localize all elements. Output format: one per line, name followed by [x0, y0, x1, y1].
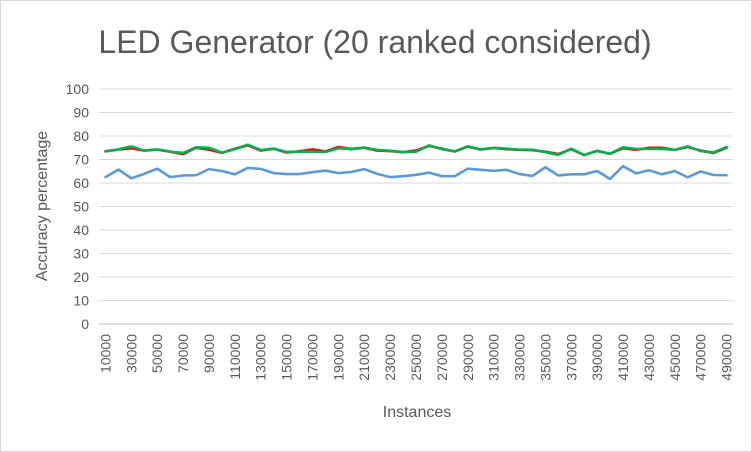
x-tick-label: 90000: [201, 334, 217, 373]
series-lines: [104, 143, 728, 181]
x-tick-label: 230000: [382, 334, 398, 381]
series-line-3: [104, 164, 728, 181]
y-tick-label: 60: [73, 175, 89, 191]
y-tick-label: 80: [73, 128, 89, 144]
x-tick-label: 30000: [123, 334, 139, 373]
chart-title: LED Generator (20 ranked considered): [98, 24, 651, 60]
series-line-2: [104, 143, 728, 157]
x-tick-label: 290000: [460, 334, 476, 381]
x-tick-label: 10000: [97, 334, 113, 373]
y-tick-label: 90: [73, 105, 89, 121]
x-tick-label: 350000: [537, 334, 553, 381]
y-tick-label: 50: [73, 199, 89, 215]
x-tick-label: 50000: [149, 334, 165, 373]
x-tick-label: 170000: [304, 334, 320, 381]
x-tick-label: 110000: [227, 334, 243, 380]
x-tick-label: 470000: [693, 334, 709, 381]
x-tick-label: 190000: [330, 334, 346, 381]
x-tick-label: 430000: [641, 334, 657, 381]
x-tick-label: 70000: [175, 334, 191, 373]
x-tick-label: 250000: [408, 334, 424, 381]
y-tick-label: 10: [73, 293, 89, 309]
x-tick-label: 270000: [434, 334, 450, 381]
x-tick-label: 150000: [279, 334, 295, 381]
x-axis-title: Instances: [383, 404, 451, 421]
y-tick-label: 20: [73, 269, 89, 285]
y-tick-label: 70: [73, 152, 89, 168]
y-axis-title: Accuracy percentage: [34, 131, 51, 281]
x-tick-label: 390000: [589, 334, 605, 381]
x-tick-label: 210000: [356, 334, 372, 381]
x-tick-label: 490000: [719, 334, 735, 381]
x-tick-label: 450000: [667, 334, 683, 381]
y-tick-label: 30: [73, 246, 89, 262]
x-tick-label: 410000: [615, 334, 631, 381]
x-tick-label: 310000: [486, 334, 502, 381]
x-tick-label: 330000: [512, 334, 528, 381]
x-tick-label: 130000: [253, 334, 269, 381]
y-tick-label: 100: [66, 81, 90, 97]
gridlines: [99, 88, 733, 325]
y-tick-label: 40: [73, 222, 89, 238]
x-tick-labels: 10000 30000 50000 70000 90000 110000 130000 150…: [97, 334, 734, 381]
y-tick-label: 0: [81, 316, 89, 332]
x-tick-label: 370000: [563, 334, 579, 381]
y-tick-labels: 0 10 20 30 40 50 60 70 80 90 100: [66, 81, 90, 332]
